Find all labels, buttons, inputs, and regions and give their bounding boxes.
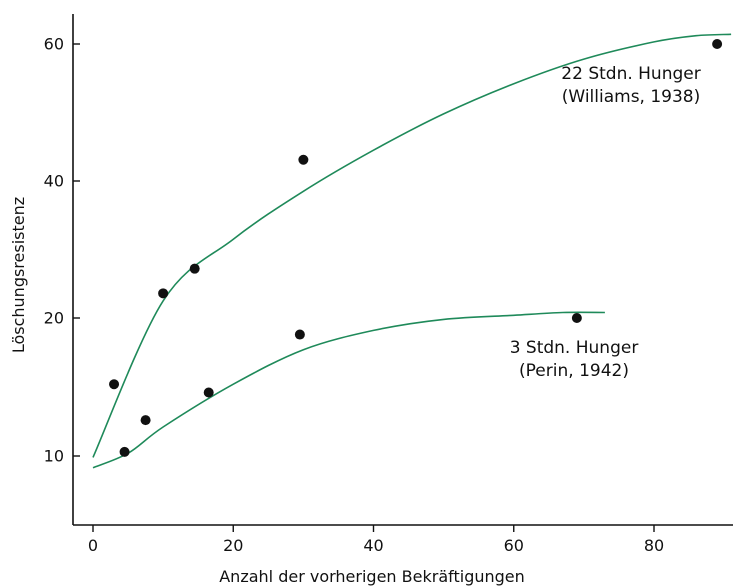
data-point-williams — [712, 39, 723, 49]
data-point-perin — [203, 387, 214, 398]
fit-curves — [92, 33, 732, 469]
x-tick-label: 0 — [88, 536, 98, 555]
data-point-perin — [140, 415, 151, 426]
y-tick-label: 40 — [44, 172, 64, 191]
y-ticks: 10 20 40 60 — [44, 35, 80, 466]
annotation-williams: 22 Stdn. Hunger — [561, 64, 700, 84]
annotation-perin: 3 Stdn. Hunger — [510, 338, 639, 358]
data-point-perin — [119, 446, 130, 457]
data-point-perin — [571, 313, 582, 323]
fit-curve-perin — [92, 311, 605, 469]
y-tick-label: 60 — [44, 35, 64, 54]
annotation-williams: (Williams, 1938) — [562, 87, 701, 107]
x-tick-label: 40 — [363, 536, 383, 555]
data-points — [109, 39, 723, 457]
data-point-williams — [109, 379, 120, 390]
axes — [72, 14, 733, 526]
annotations: 22 Stdn. Hunger (Williams, 1938) 3 Stdn. H… — [510, 64, 701, 381]
annotation-perin: (Perin, 1942) — [519, 361, 629, 381]
x-tick-label: 60 — [504, 536, 524, 555]
x-tick-label: 80 — [644, 536, 664, 555]
data-point-williams — [189, 263, 200, 274]
x-axis-label: Anzahl der vorherigen Bekräftigungen — [219, 567, 525, 586]
data-point-williams — [298, 154, 309, 165]
y-axis-label: Löschungsresistenz — [9, 197, 28, 353]
x-tick-label: 20 — [223, 536, 243, 555]
x-ticks: 0 20 40 60 80 — [88, 525, 664, 555]
data-point-williams — [158, 288, 169, 299]
data-point-perin — [294, 329, 305, 340]
fit-curve-williams — [92, 33, 732, 458]
y-tick-label: 20 — [44, 309, 64, 328]
y-tick-label: 10 — [44, 447, 64, 466]
